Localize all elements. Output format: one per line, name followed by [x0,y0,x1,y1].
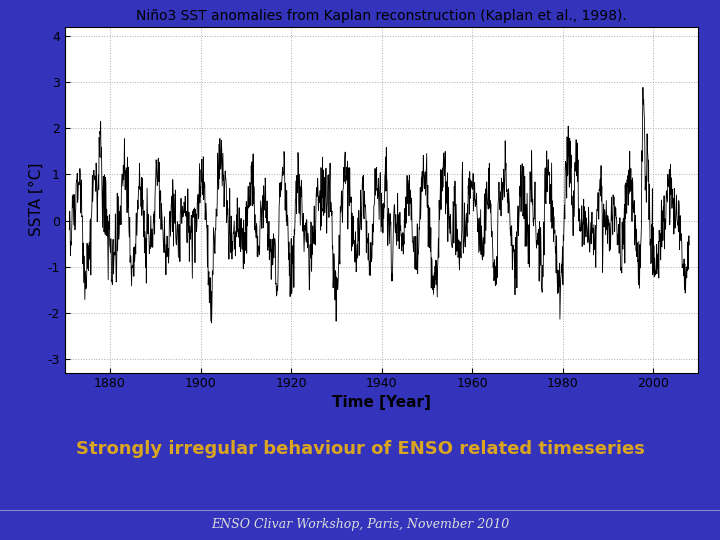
X-axis label: Time [Year]: Time [Year] [332,395,431,410]
Text: ENSO Clivar Workshop, Paris, November 2010: ENSO Clivar Workshop, Paris, November 20… [211,518,509,531]
Title: Niño3 SST anomalies from Kaplan reconstruction (Kaplan et al., 1998).: Niño3 SST anomalies from Kaplan reconstr… [136,9,627,23]
Text: Strongly irregular behaviour of ENSO related timeseries: Strongly irregular behaviour of ENSO rel… [76,440,644,458]
Y-axis label: SSTA [°C]: SSTA [°C] [28,163,43,237]
